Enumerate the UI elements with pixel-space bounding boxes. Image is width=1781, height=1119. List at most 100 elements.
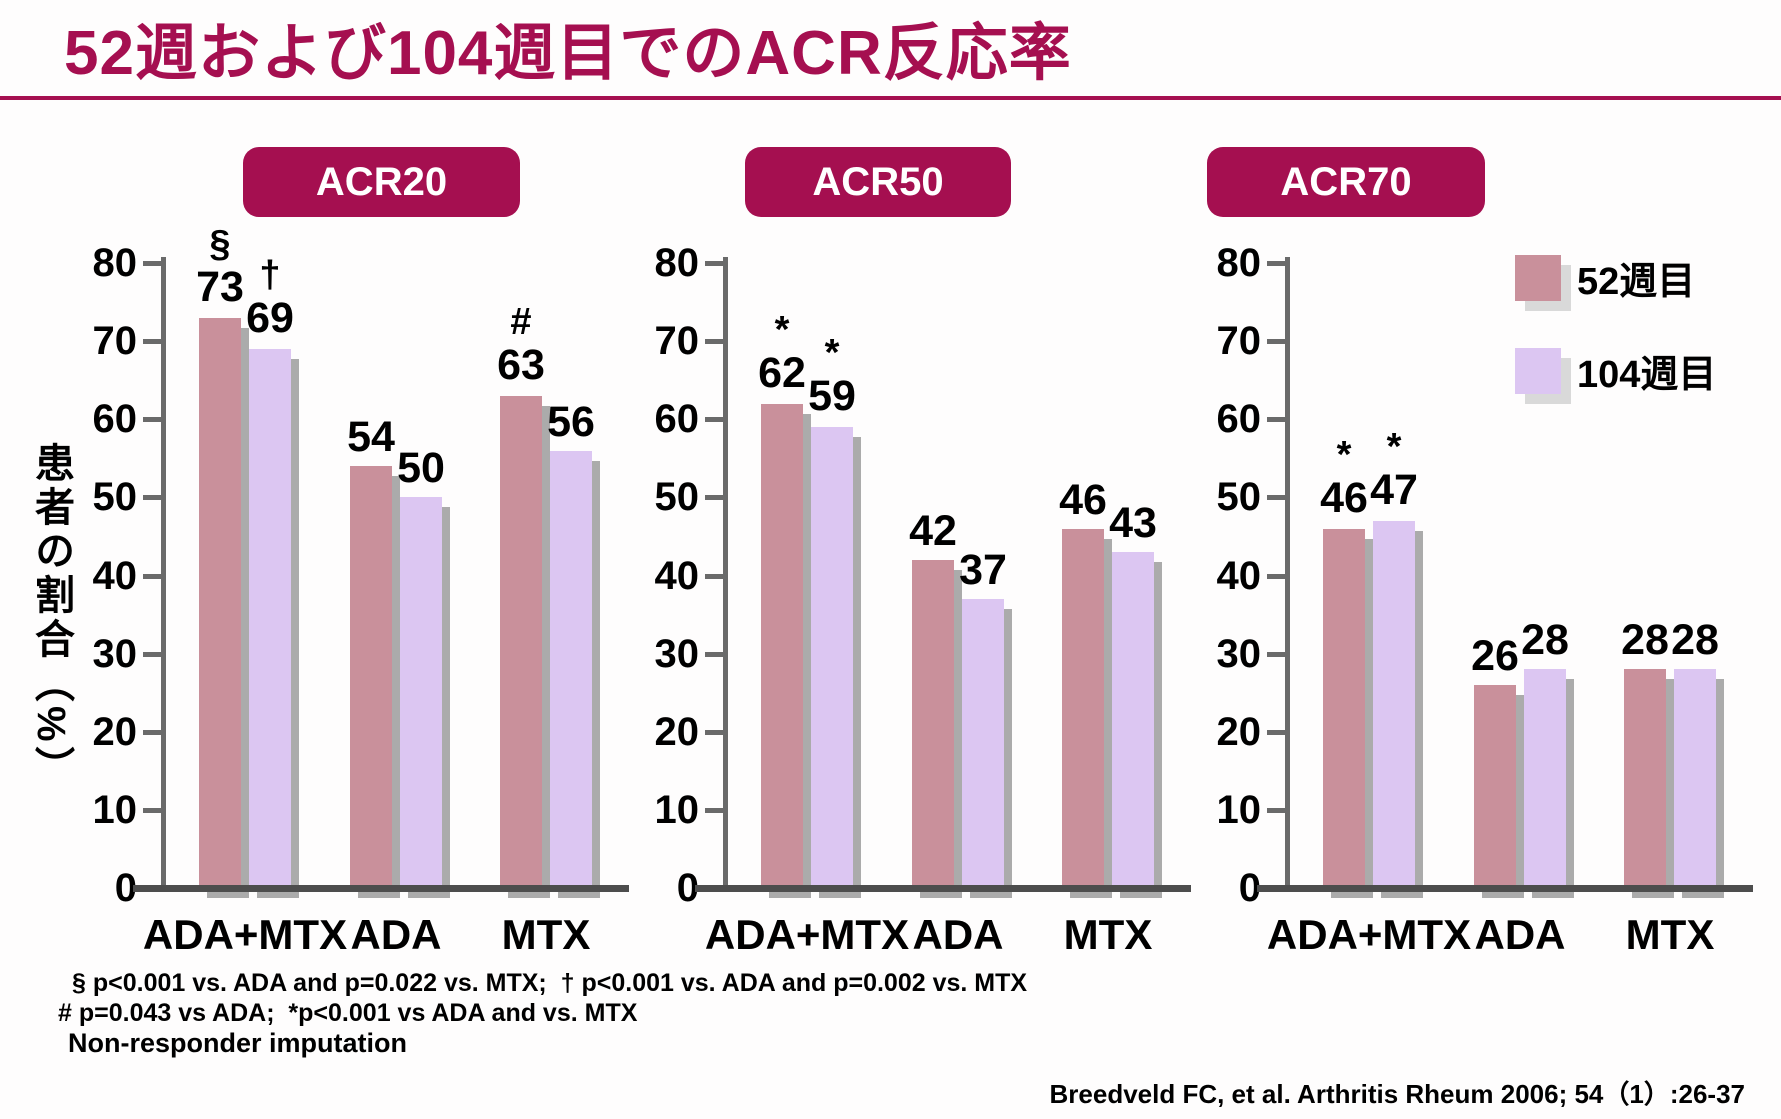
y-tick-mark xyxy=(143,339,161,345)
significance-marker: § xyxy=(209,222,231,265)
bar-value: 28 xyxy=(1671,616,1719,665)
significance-marker: # xyxy=(510,300,532,343)
y-tick-label: 30 xyxy=(654,631,700,676)
bar-value-label: * 59 xyxy=(762,333,902,419)
y-tick-mark xyxy=(1267,495,1285,501)
x-axis-line xyxy=(695,885,1191,892)
y-tick-mark xyxy=(1267,573,1285,579)
acr20-header-badge: ACR20 xyxy=(243,147,520,217)
bar-52wk xyxy=(199,317,241,888)
y-tick-mark xyxy=(705,651,723,657)
y-tick-label: 80 xyxy=(1216,241,1262,285)
footnotes: § p<0.001 vs. ADA and p=0.022 vs. MTX; †… xyxy=(0,968,1027,1058)
bar-value: 73 xyxy=(196,262,244,311)
y-tick-label: 10 xyxy=(654,787,700,832)
bar-value: 63 xyxy=(497,340,545,389)
y-tick-mark xyxy=(143,261,161,266)
bar-value-label: 42 xyxy=(863,508,1003,554)
legend-item-104wk: 104週目 xyxy=(1515,343,1716,398)
y-tick-label: 20 xyxy=(1216,709,1262,754)
bar-52wk xyxy=(500,395,542,888)
bar-52wk xyxy=(350,466,392,888)
y-tick-mark xyxy=(705,339,723,345)
y-tick-label: 40 xyxy=(92,553,138,598)
significance-marker: * xyxy=(1336,433,1352,476)
bar-value-label: 28 xyxy=(1575,617,1715,663)
y-tick-mark xyxy=(143,651,161,657)
bar-104wk xyxy=(1524,669,1566,888)
y-tick-mark xyxy=(705,417,723,423)
bar-value-label: 28 xyxy=(1625,617,1765,663)
bar-value: 59 xyxy=(808,372,856,421)
bar-value-label: 46 xyxy=(1013,477,1153,523)
y-tick-label: 10 xyxy=(1216,787,1262,832)
legend-label-52wk: 52週目 xyxy=(1577,261,1696,303)
bar-104wk xyxy=(1373,520,1415,888)
significance-marker: * xyxy=(1386,425,1402,468)
bar-value: 56 xyxy=(547,397,595,446)
bar-value-label: #63 xyxy=(451,302,591,388)
y-tick-label: 20 xyxy=(92,709,138,754)
acr70-header-badge: ACR70 xyxy=(1207,147,1485,217)
bar-value-label: 43 xyxy=(1063,500,1203,546)
acr50-chart: 0 10 20 30 40 50 60 70 80 * 62 * 59 ADA+MTX 42 37 ADA 46 4… xyxy=(655,243,1215,1003)
category-label: ADA xyxy=(912,911,1004,958)
bar-value: 28 xyxy=(1621,616,1669,665)
y-tick-mark xyxy=(705,729,723,735)
acr50-header-badge: ACR50 xyxy=(745,147,1011,217)
y-tick-label: 20 xyxy=(654,709,700,754)
y-tick-label: 0 xyxy=(1238,866,1261,910)
y-tick-label: 50 xyxy=(92,475,138,520)
y-tick-label: 30 xyxy=(92,631,138,676)
y-tick-label: 70 xyxy=(654,319,700,364)
bar-value: 28 xyxy=(1521,616,1569,665)
y-tick-mark xyxy=(1267,807,1285,813)
bar-104wk xyxy=(962,598,1004,888)
y-tick-label: 70 xyxy=(92,319,138,364)
y-tick-label: 80 xyxy=(92,241,138,285)
y-tick-mark xyxy=(705,261,723,266)
y-tick-label: 60 xyxy=(1216,397,1262,442)
y-tick-mark xyxy=(143,807,161,813)
bar-value: 62 xyxy=(758,348,806,397)
bar-value: 50 xyxy=(397,444,445,493)
acr50-plot-area: 0 10 20 30 40 50 60 70 80 * 62 * 59 ADA+MTX 42 37 ADA 46 4… xyxy=(655,243,1215,958)
category-label: ADA xyxy=(350,911,442,958)
y-tick-label: 10 xyxy=(92,787,138,832)
legend-swatch-52wk-icon xyxy=(1515,254,1561,301)
y-tick-mark xyxy=(143,495,161,501)
bar-value-label: 26 xyxy=(1425,633,1565,679)
bar-value: 37 xyxy=(959,545,1007,594)
category-label: MTX xyxy=(501,911,591,958)
bar-52wk xyxy=(912,559,954,888)
y-tick-mark xyxy=(705,807,723,813)
bar-104wk xyxy=(550,450,592,888)
y-tick-label: 50 xyxy=(1216,475,1262,520)
bar-value: 46 xyxy=(1059,475,1107,524)
bar-value: 42 xyxy=(909,506,957,555)
significance-marker: † xyxy=(259,253,281,296)
y-axis-line xyxy=(1285,257,1290,890)
bar-value-label: 56 xyxy=(501,399,641,445)
y-tick-mark xyxy=(705,573,723,579)
y-axis-line xyxy=(161,257,166,890)
bar-value-label: 54 xyxy=(301,414,441,460)
bar-52wk xyxy=(1474,684,1516,888)
legend-item-52wk: 52週目 xyxy=(1515,250,1716,305)
bar-value: 43 xyxy=(1109,499,1157,548)
legend-swatch-104wk-icon xyxy=(1515,347,1561,394)
bar-value-label: * 47 xyxy=(1324,427,1464,513)
title-underline xyxy=(0,96,1781,100)
acr20-plot-area: 0 10 20 30 40 50 60 70 80 § 73 † 69 ADA+MTX 54 50 ADA #63… xyxy=(93,224,653,958)
legend-label-104wk: 104週目 xyxy=(1577,354,1717,396)
y-axis-line xyxy=(723,257,728,890)
y-tick-mark xyxy=(1267,339,1285,345)
significance-marker: * xyxy=(774,308,790,351)
bar-52wk xyxy=(1323,528,1365,888)
significance-marker: * xyxy=(824,332,840,375)
bar-value-label: † 69 xyxy=(200,255,340,341)
bar-value: 69 xyxy=(246,293,294,342)
y-tick-label: 40 xyxy=(654,553,700,598)
bar-value-label: § 73 xyxy=(150,224,290,310)
